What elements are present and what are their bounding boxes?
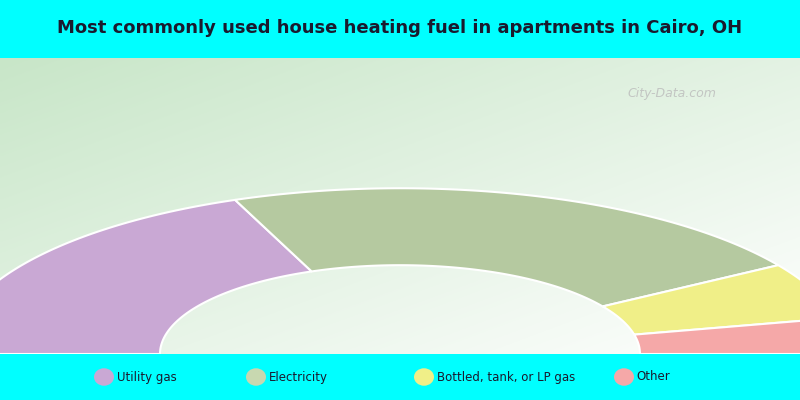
Ellipse shape xyxy=(246,368,266,386)
Polygon shape xyxy=(235,188,778,306)
Text: City-Data.com: City-Data.com xyxy=(627,87,717,100)
Ellipse shape xyxy=(414,368,434,386)
Text: Other: Other xyxy=(637,370,670,384)
Ellipse shape xyxy=(94,368,114,386)
Text: Most commonly used house heating fuel in apartments in Cairo, OH: Most commonly used house heating fuel in… xyxy=(58,19,742,37)
Polygon shape xyxy=(602,265,800,335)
Polygon shape xyxy=(634,318,800,354)
Text: Utility gas: Utility gas xyxy=(117,370,177,384)
Polygon shape xyxy=(0,200,312,354)
Text: Electricity: Electricity xyxy=(269,370,328,384)
Text: Bottled, tank, or LP gas: Bottled, tank, or LP gas xyxy=(437,370,575,384)
Ellipse shape xyxy=(614,368,634,386)
